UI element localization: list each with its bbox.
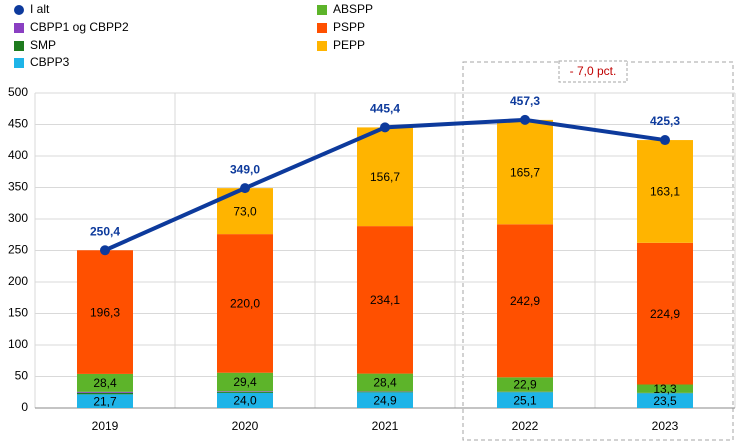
y-tick-label: 0 (21, 400, 28, 414)
x-tick-label: 2021 (372, 419, 399, 433)
y-tick-label: 450 (8, 117, 28, 131)
line-data-label: 425,3 (650, 114, 680, 128)
data-label: 24,9 (373, 393, 397, 407)
line-marker (240, 183, 250, 194)
line-marker (520, 114, 530, 125)
legend-label: PSPP (333, 20, 365, 34)
x-tick-label: 2022 (512, 419, 539, 433)
y-tick-label: 250 (8, 243, 28, 257)
bar-segment (217, 234, 273, 373)
bar-segment (77, 391, 133, 393)
y-tick-label: 150 (8, 306, 28, 320)
bar-segment (497, 224, 553, 378)
line-data-label: 457,3 (510, 94, 540, 108)
y-tick-label: 200 (8, 274, 28, 288)
bar-segment (637, 393, 693, 408)
data-label: 28,4 (373, 376, 397, 390)
bar-segment (77, 373, 133, 392)
legend-label: CBPP3 (30, 55, 70, 69)
data-label: 23,5 (653, 394, 677, 408)
legend-label: I alt (30, 2, 50, 16)
line-marker (660, 135, 670, 146)
x-tick-label: 2019 (92, 419, 119, 433)
legend-marker (14, 5, 24, 15)
bar-segment (217, 391, 273, 393)
data-label: 165,7 (510, 165, 540, 179)
bar-segment (637, 384, 693, 393)
bar-segment (637, 140, 693, 243)
bar-segment (77, 392, 133, 395)
bar-segment (77, 394, 133, 408)
x-tick-label: 2023 (652, 419, 679, 433)
bar-segment (217, 372, 273, 392)
data-label: 28,4 (93, 376, 117, 390)
legend-marker (14, 58, 24, 68)
bar-segment (357, 226, 413, 374)
data-label: 21,7 (93, 394, 117, 408)
bar-segment (357, 127, 413, 227)
y-tick-label: 100 (8, 337, 28, 351)
bar-segment (497, 377, 553, 392)
line-marker (100, 245, 110, 256)
annotation: - 7,0 pct. (570, 64, 617, 78)
data-label: 156,7 (370, 170, 400, 184)
bar-segment (637, 242, 693, 385)
y-tick-label: 50 (15, 369, 29, 383)
data-label: 22,9 (513, 378, 537, 392)
y-tick-label: 400 (8, 148, 28, 162)
legend-marker (317, 5, 327, 15)
line-data-label: 349,0 (230, 162, 260, 176)
data-label: 25,1 (513, 393, 537, 407)
legend-marker (14, 41, 24, 51)
bar-segment (357, 391, 413, 393)
legend-label: PEPP (333, 38, 365, 52)
data-label: 24,0 (233, 394, 257, 408)
y-tick-label: 350 (8, 180, 28, 194)
data-label: 196,3 (90, 305, 120, 319)
bar-segment (217, 392, 273, 408)
data-label: 73,0 (233, 204, 257, 218)
x-tick-label: 2020 (232, 419, 259, 433)
line-data-label: 445,4 (370, 102, 400, 116)
legend-label: CBPP1 og CBPP2 (30, 20, 129, 34)
line-marker (380, 122, 390, 133)
bar-segment (217, 391, 273, 392)
y-tick-label: 300 (8, 211, 28, 225)
data-label: 234,1 (370, 293, 400, 307)
data-label: 242,9 (510, 294, 540, 308)
legend-label: ABSPP (333, 2, 373, 16)
legend-marker (14, 23, 24, 33)
annotation-box (558, 60, 628, 83)
data-label: 29,4 (233, 375, 257, 389)
data-label: 224,9 (650, 307, 680, 321)
data-label: 220,0 (230, 297, 260, 311)
line-data-label: 250,4 (90, 224, 120, 238)
legend-label: SMP (30, 38, 56, 52)
legend-marker (317, 41, 327, 51)
bar-segment (357, 373, 413, 392)
bar-segment (497, 119, 553, 225)
bar-segment (357, 392, 413, 408)
data-label: 163,1 (650, 185, 680, 199)
bar-segment (497, 392, 553, 408)
y-tick-label: 500 (8, 85, 28, 99)
bar-segment (77, 250, 133, 374)
legend-marker (317, 23, 327, 33)
data-label: 13,3 (653, 382, 677, 396)
